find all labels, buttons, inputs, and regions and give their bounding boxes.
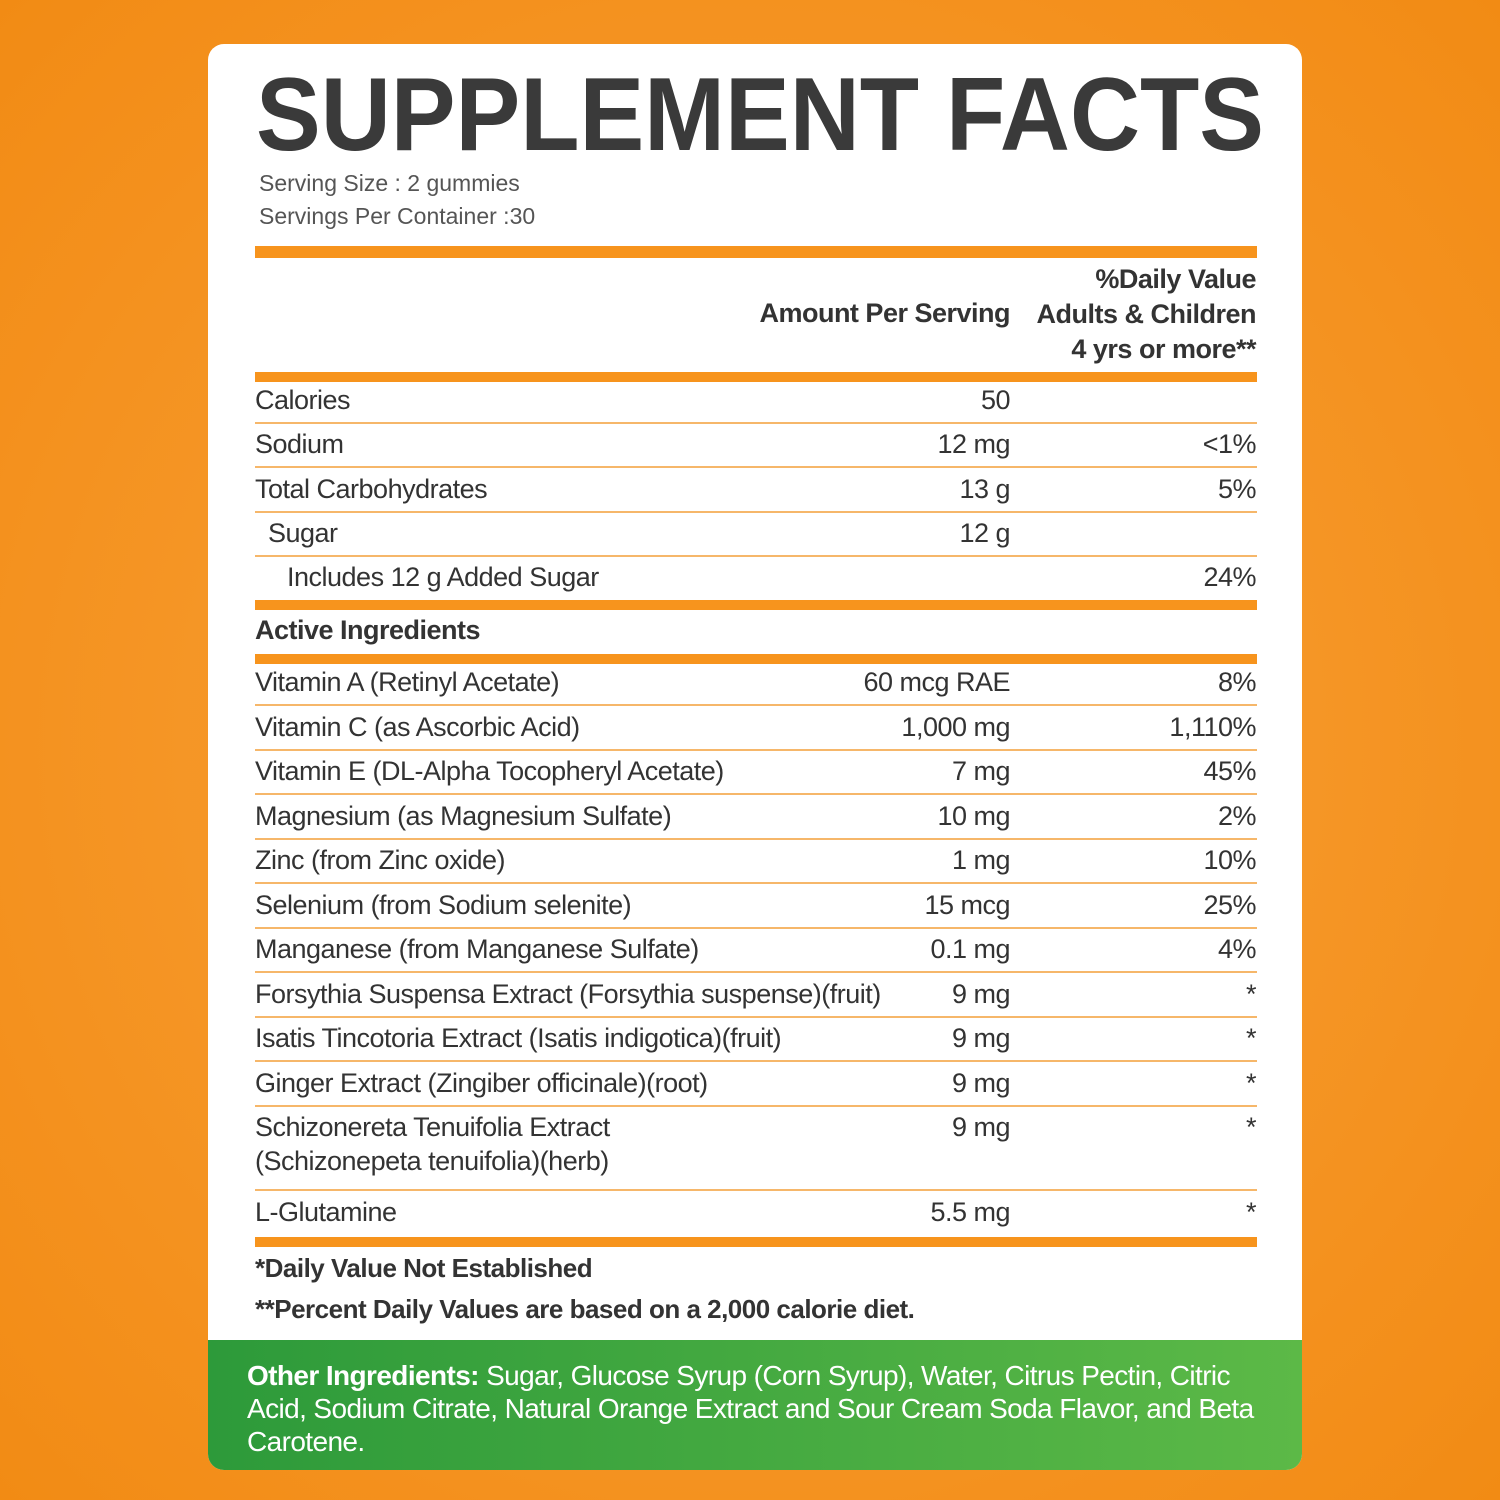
ingredient-name: Sugar	[268, 517, 338, 548]
row-separator	[255, 971, 1257, 973]
other-text: Sugar, Glucose Syrup (Corn Syrup), Water…	[247, 1360, 1254, 1457]
amount: 0.1 mg	[930, 934, 1010, 964]
amount: 50	[980, 385, 1011, 415]
row-separator	[255, 837, 1257, 840]
ingredient-name: Sodium	[255, 429, 344, 460]
row-separator	[255, 793, 1257, 795]
label-card	[208, 44, 1302, 1470]
row-separator	[255, 422, 1257, 424]
daily-value: 45%	[1203, 756, 1256, 786]
amount: 7 mg	[951, 756, 1011, 786]
other-label: Other Ingredients:	[247, 1360, 479, 1391]
amount: 5.5 mg	[930, 1196, 1010, 1227]
daily-value: 2%	[1217, 800, 1257, 831]
title: SUPPLEMENT FACTS	[256, 62, 1264, 162]
amount: 9 mg	[951, 1067, 1011, 1098]
divider	[255, 600, 1257, 610]
ingredient-name: Selenium (from Sodium selenite)	[255, 889, 632, 920]
daily-value: *	[1245, 978, 1257, 1009]
amount: 9 mg	[951, 1112, 1011, 1142]
row-separator	[255, 554, 1257, 557]
ingredient-name: Includes 12 g Added Sugar	[287, 562, 599, 593]
ingredient-name: Vitamin A (Retinyl Acetate)	[255, 667, 560, 697]
ingredient-name: Schizonereta Tenuifolia Extract (Schizon…	[255, 1112, 610, 1176]
serving-size: Serving Size : 2 gummies	[259, 170, 520, 196]
daily-value: *	[1245, 1196, 1257, 1227]
amount: 12 g	[959, 517, 1010, 548]
row-separator	[255, 1015, 1257, 1018]
daily-value-header: %Daily Value Adults & Children 4 yrs or …	[1036, 264, 1257, 364]
row-separator	[255, 748, 1257, 751]
daily-value: *	[1245, 1112, 1257, 1142]
daily-value: 1,110%	[1169, 711, 1256, 742]
ingredient-name: Magnesium (as Magnesium Sulfate)	[255, 800, 672, 831]
daily-value: 10%	[1203, 845, 1256, 875]
footnote: *Daily Value Not Established	[255, 1253, 593, 1283]
row-separator	[255, 1104, 1257, 1107]
row-separator	[255, 704, 1257, 706]
amount: 15 mcg	[924, 889, 1010, 920]
amount: 1 mg	[951, 845, 1011, 875]
amount: 9 mg	[951, 978, 1011, 1009]
active-heading: Active Ingredients	[255, 615, 481, 645]
amount: 60 mcg RAE	[863, 667, 1010, 697]
amount: 1,000 mg	[901, 711, 1010, 742]
servings-per-container: Servings Per Container :30	[259, 203, 536, 229]
ingredient-name: Total Carbohydrates	[255, 473, 488, 504]
divider	[255, 246, 1257, 258]
row-separator	[255, 1189, 1257, 1191]
ingredient-name: Vitamin C (as Ascorbic Acid)	[255, 711, 580, 742]
daily-value: 8%	[1217, 667, 1257, 697]
ingredient-name: Calories	[255, 385, 351, 415]
title-svg: SUPPLEMENT FACTS	[256, 62, 1264, 162]
daily-value: *	[1245, 1067, 1257, 1098]
daily-value: *	[1245, 1023, 1257, 1053]
row-separator	[255, 1060, 1257, 1062]
row-separator	[255, 510, 1257, 513]
amount: 9 mg	[951, 1023, 1011, 1053]
other-ingredients: Other Ingredients: Sugar, Glucose Syrup …	[247, 1359, 1277, 1458]
daily-value: 24%	[1203, 562, 1256, 593]
ingredient-name: L-Glutamine	[255, 1196, 397, 1227]
divider	[255, 372, 1257, 382]
row-separator	[255, 882, 1257, 884]
ingredient-name: Forsythia Suspensa Extract (Forsythia su…	[255, 978, 881, 1009]
other-ingredients-band	[208, 1340, 1302, 1470]
amount: 13 g	[959, 473, 1010, 504]
amount-header: Amount Per Serving	[759, 298, 1010, 328]
row-separator	[255, 466, 1257, 469]
row-separator	[255, 926, 1257, 929]
ingredient-name: Vitamin E (DL-Alpha Tocopheryl Acetate)	[255, 756, 724, 786]
footnote: **Percent Daily Values are based on a 2,…	[255, 1294, 915, 1324]
ingredient-name: Isatis Tincotoria Extract (Isatis indigo…	[255, 1023, 782, 1053]
daily-value: <1%	[1202, 429, 1257, 460]
ingredient-name: Zinc (from Zinc oxide)	[255, 845, 506, 875]
amount: 10 mg	[937, 800, 1010, 831]
daily-value: 25%	[1203, 889, 1256, 920]
ingredient-name: Manganese (from Manganese Sulfate)	[255, 934, 699, 964]
divider	[255, 654, 1257, 664]
amount: 12 mg	[937, 429, 1010, 460]
daily-value: 5%	[1217, 473, 1257, 504]
daily-value: 4%	[1217, 934, 1257, 964]
divider	[255, 1237, 1257, 1247]
ingredient-name: Ginger Extract (Zingiber officinale)(roo…	[255, 1067, 708, 1098]
